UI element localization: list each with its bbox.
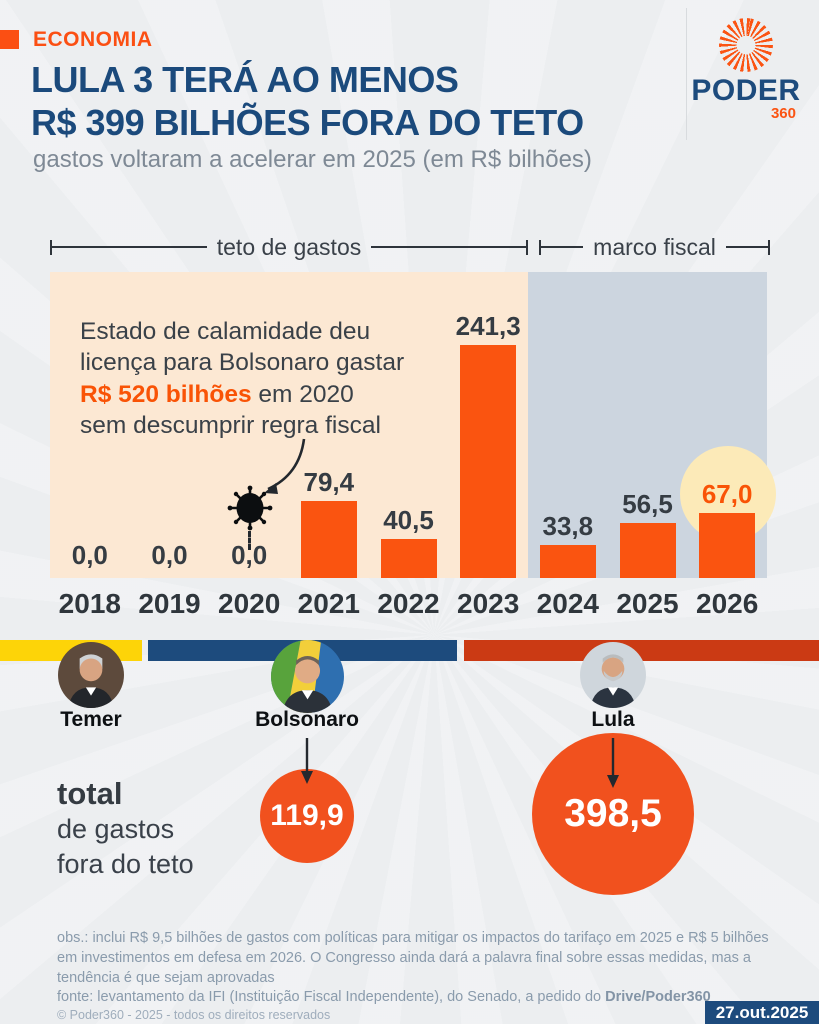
annotation-line: Estado de calamidade deu xyxy=(80,318,371,345)
annotation-highlight: R$ 520 bilhões xyxy=(80,380,252,408)
year-label-2022: 2022 xyxy=(377,588,440,619)
lula-photo xyxy=(580,642,646,708)
president-name-temer: Temer xyxy=(60,708,122,731)
bracket-line xyxy=(371,246,526,248)
title-line-1: LULA 3 TERÁ AO MENOS xyxy=(31,59,459,100)
bracket-marco-fiscal: marco fiscal xyxy=(539,233,771,261)
kicker-tab xyxy=(0,30,19,49)
total-heading: total de gastos fora do teto xyxy=(57,776,194,882)
observation-note: obs.: inclui R$ 9,5 bilhões de gastos co… xyxy=(57,928,769,988)
total-heading-bold: total xyxy=(57,776,123,811)
bracket-tick xyxy=(768,239,771,255)
year-label-2025: 2025 xyxy=(616,588,679,619)
bracket-line xyxy=(725,246,769,248)
title-line-2: R$ 399 BILHÕES FORA DO TETO xyxy=(31,102,584,144)
bar-2026 xyxy=(699,513,756,578)
section-kicker: ECONOMIA xyxy=(33,28,153,51)
bracket-teto-de-gastos: teto de gastos xyxy=(50,233,528,261)
total-heading-line3: fora do teto xyxy=(57,849,194,880)
logo-word: PODER xyxy=(691,74,801,107)
year-label-2026: 2026 xyxy=(696,588,759,619)
bar-2022 xyxy=(380,539,437,578)
bar-2023 xyxy=(460,345,517,578)
source-bold: Drive/Poder360 xyxy=(605,989,711,1005)
bracket-tick xyxy=(50,239,52,255)
year-label-2023: 2023 xyxy=(457,588,520,619)
bar-value-2026: 67,0 xyxy=(701,479,753,509)
obs-line: em investimentos em defesa em 2026. O Co… xyxy=(57,950,751,966)
bracket-label: marco fiscal xyxy=(593,233,716,260)
annotation-line: R$ 520 bilhões em 2020 xyxy=(80,379,404,410)
total-circle-bolsonaro: 119,9 xyxy=(260,769,354,863)
annotation-line: licença para Bolsonaro gastar xyxy=(80,349,405,377)
bracket-tick xyxy=(526,239,528,255)
year-label-2020: 2020 xyxy=(218,588,281,619)
bracket-line xyxy=(541,246,584,248)
year-label-2024: 2024 xyxy=(536,588,599,619)
date-badge: 27.out.2025 xyxy=(705,1001,819,1024)
source-text: fonte: levantamento da IFI (Instituição … xyxy=(57,989,606,1005)
bar-value-2022: 40,5 xyxy=(383,505,434,535)
arrow-bolsonaro-total xyxy=(301,738,313,784)
bar-2025 xyxy=(619,523,676,578)
total-heading-line2: de gastos xyxy=(57,814,175,844)
virus-dashed-line xyxy=(248,531,251,550)
bracket-line xyxy=(52,246,207,248)
logo-number: 360 xyxy=(770,105,796,122)
bar-2024 xyxy=(539,545,596,578)
copyright-note: © Poder360 - 2025 - todos os direitos re… xyxy=(57,1008,331,1022)
year-label-2019: 2019 xyxy=(138,588,201,619)
bar-value-2019: 0,0 xyxy=(151,540,188,570)
poder360-logo: PODER 360 xyxy=(690,18,802,122)
region-teto-de-gastos xyxy=(50,272,528,578)
bar-value-2021: 79,4 xyxy=(303,467,355,497)
obs-line: obs.: inclui R$ 9,5 bilhões de gastos co… xyxy=(57,930,769,946)
temer-photo xyxy=(58,642,124,708)
page-title: LULA 3 TERÁ AO MENOS R$ 399 BILHÕES FORA… xyxy=(31,58,584,144)
year-label-2018: 2018 xyxy=(58,588,121,619)
header-divider xyxy=(686,8,687,140)
source-note: fonte: levantamento da IFI (Instituição … xyxy=(57,989,711,1005)
president-name-bolsonaro: Bolsonaro xyxy=(255,708,359,731)
sunburst-icon xyxy=(719,18,773,72)
bar-value-2023: 241,3 xyxy=(455,311,521,341)
timeline-segment-lula xyxy=(464,640,819,661)
bar-value-2025: 56,5 xyxy=(622,489,673,519)
bar-2021 xyxy=(300,501,357,578)
arrow-lula-total xyxy=(607,738,619,788)
annotation-line-rest: em 2020 xyxy=(251,380,354,408)
obs-line: tendência é que sejam aprovadas xyxy=(57,970,275,986)
bar-value-2018: 0,0 xyxy=(71,540,108,570)
curved-arrow xyxy=(264,438,306,494)
bar-value-2024: 33,8 xyxy=(542,511,594,541)
annotation-line: sem descumprir regra fiscal xyxy=(80,412,381,440)
virus-icon xyxy=(227,485,273,531)
bolsonaro-photo xyxy=(271,640,344,713)
bracket-tick xyxy=(539,239,541,255)
bracket-label: teto de gastos xyxy=(216,233,362,260)
subtitle: gastos voltaram a acelerar em 2025 (em R… xyxy=(33,146,592,173)
year-label-2021: 2021 xyxy=(297,588,360,619)
president-name-lula: Lula xyxy=(591,708,635,731)
calamity-annotation: Estado de calamidade deu licença para Bo… xyxy=(80,316,404,441)
